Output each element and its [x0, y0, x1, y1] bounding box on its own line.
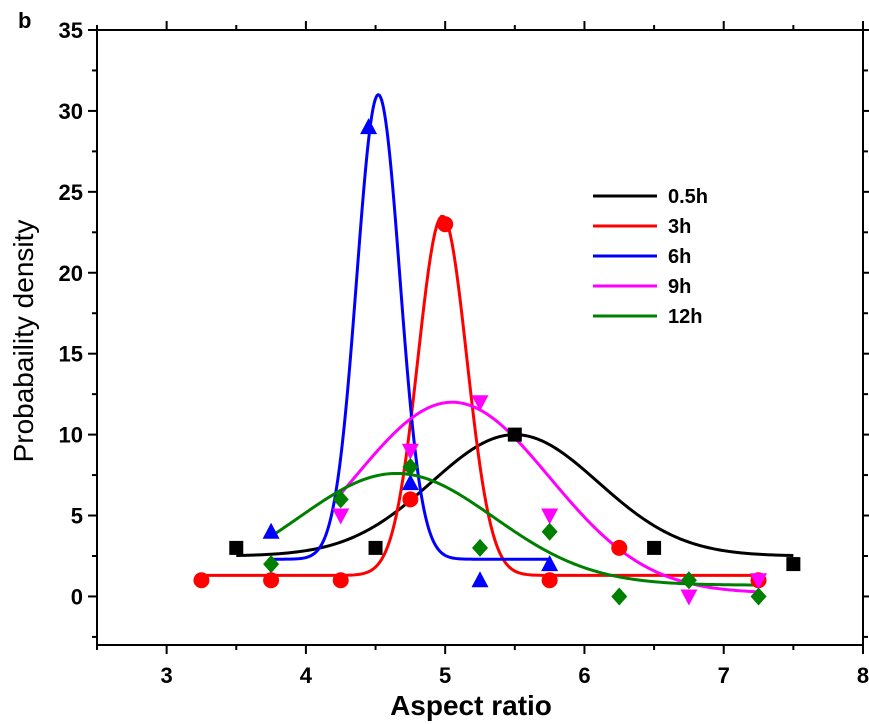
fit-curves — [201, 93, 794, 594]
data-point-12h — [332, 490, 349, 509]
fit-curve-6h — [271, 93, 550, 561]
y-tick-label: 5 — [71, 504, 83, 529]
data-point-12h — [472, 538, 488, 557]
legend-label-9h: 9h — [668, 276, 691, 298]
data-point-9h — [541, 508, 559, 525]
data-point-3h — [611, 539, 628, 556]
data-point-9h — [401, 443, 419, 460]
x-axis-title: Aspect ratio — [390, 690, 552, 721]
data-point-6h — [541, 555, 559, 572]
data-point-12h — [263, 555, 280, 574]
data-point-6h — [471, 571, 489, 588]
fit-curve-0.5h — [236, 433, 794, 558]
data-point-0.5h — [229, 540, 244, 555]
data-point-3h — [332, 572, 349, 589]
y-tick-label: 35 — [59, 18, 83, 43]
x-tick-label: 7 — [718, 663, 730, 688]
data-point-3h — [437, 216, 454, 233]
data-point-12h — [750, 587, 767, 606]
x-tick-label: 3 — [161, 663, 173, 688]
y-tick-label: 10 — [59, 423, 83, 448]
data-point-0.5h — [786, 557, 801, 572]
x-tick-label: 6 — [578, 663, 590, 688]
data-point-9h — [471, 395, 489, 412]
data-point-9h — [680, 589, 698, 606]
data-point-9h — [332, 508, 350, 525]
data-point-6h — [262, 522, 280, 539]
axes: 3 4 5 6 7 8 0 5 10 15 20 25 30 35 — [59, 18, 869, 688]
data-point-12h — [541, 522, 558, 541]
data-point-0.5h — [647, 540, 662, 555]
data-point-3h — [193, 572, 210, 589]
data-point-0.5h — [368, 540, 383, 555]
y-tick-label: 0 — [71, 584, 83, 609]
x-tick-label: 4 — [300, 663, 313, 688]
x-tick-label: 8 — [857, 663, 869, 688]
y-tick-label: 15 — [59, 342, 83, 367]
y-tick-label: 25 — [59, 180, 83, 205]
fit-curve-12h — [270, 471, 759, 587]
data-point-3h — [541, 572, 558, 589]
data-point-12h — [402, 457, 419, 476]
data-point-6h — [401, 474, 419, 491]
data-point-3h — [263, 572, 280, 589]
legend-label-12h: 12h — [668, 306, 702, 328]
legend-label-3h: 3h — [668, 216, 691, 238]
panel-label: b — [18, 8, 31, 33]
data-point-12h — [680, 571, 697, 590]
y-tick-label: 20 — [59, 261, 83, 286]
data-point-9h — [750, 573, 768, 590]
data-point-6h — [360, 118, 378, 135]
legend: 0.5h 3h 6h 9h 12h — [593, 186, 708, 328]
legend-label-0.5h: 0.5h — [668, 186, 708, 208]
data-points — [193, 118, 801, 606]
data-point-0.5h — [507, 427, 522, 442]
legend-label-6h: 6h — [668, 246, 691, 268]
y-tick-label: 30 — [59, 99, 83, 124]
x-tick-label: 5 — [439, 663, 451, 688]
data-point-3h — [402, 491, 419, 508]
y-axis-title: Probabaility density — [8, 220, 39, 463]
plot-frame — [96, 29, 864, 646]
data-point-12h — [611, 587, 628, 606]
